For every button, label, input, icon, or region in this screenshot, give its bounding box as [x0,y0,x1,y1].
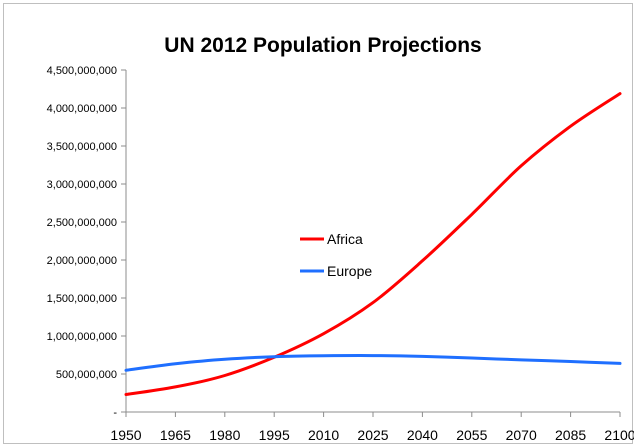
x-tick-label: 1995 [259,427,290,443]
y-tick-label: 2,000,000,000 [47,255,117,267]
series-line-africa [124,92,622,396]
chart-frame: UN 2012 Population Projections - 500,000,… [3,3,634,444]
y-tick-label: 500,000,000 [56,369,117,381]
x-tick-label: 2040 [407,427,438,443]
x-axis: 1950 1965 1980 1995 2010 2025 2040 2055 2070 2085… [110,411,634,443]
y-axis: - 500,000,000 1,000,000,000 1,500,000,000 2,… [47,65,127,419]
y-tick-label: 2,500,000,000 [47,217,117,229]
x-tick-label: 1950 [110,427,141,443]
chart-svg: UN 2012 Population Projections - 500,000,… [47,34,634,443]
series-line-europe [124,354,622,372]
x-tick-label: 1965 [160,427,191,443]
chart-title: UN 2012 Population Projections [164,34,481,57]
x-tick-label: 2010 [308,427,339,443]
x-tick-label: 2055 [456,427,487,443]
y-tick-label: 3,000,000,000 [47,179,117,191]
series-layer [124,92,622,396]
y-tick-label: - [113,407,117,419]
legend-label-africa: Africa [327,231,363,247]
legend-label-europe: Europe [327,263,372,279]
y-tick-label: 4,500,000,000 [47,65,117,77]
y-tick-label: 3,500,000,000 [47,141,117,153]
x-tick-label: 2070 [506,427,537,443]
x-tick-label: 2100 [604,427,634,443]
x-tick-label: 2085 [555,427,586,443]
x-tick-label: 1980 [209,427,240,443]
y-tick-label: 1,500,000,000 [47,293,117,305]
y-tick-label: 4,000,000,000 [47,103,117,115]
legend: Africa Europe [300,231,372,279]
y-tick-label: 1,000,000,000 [47,331,117,343]
x-tick-label: 2025 [357,427,388,443]
